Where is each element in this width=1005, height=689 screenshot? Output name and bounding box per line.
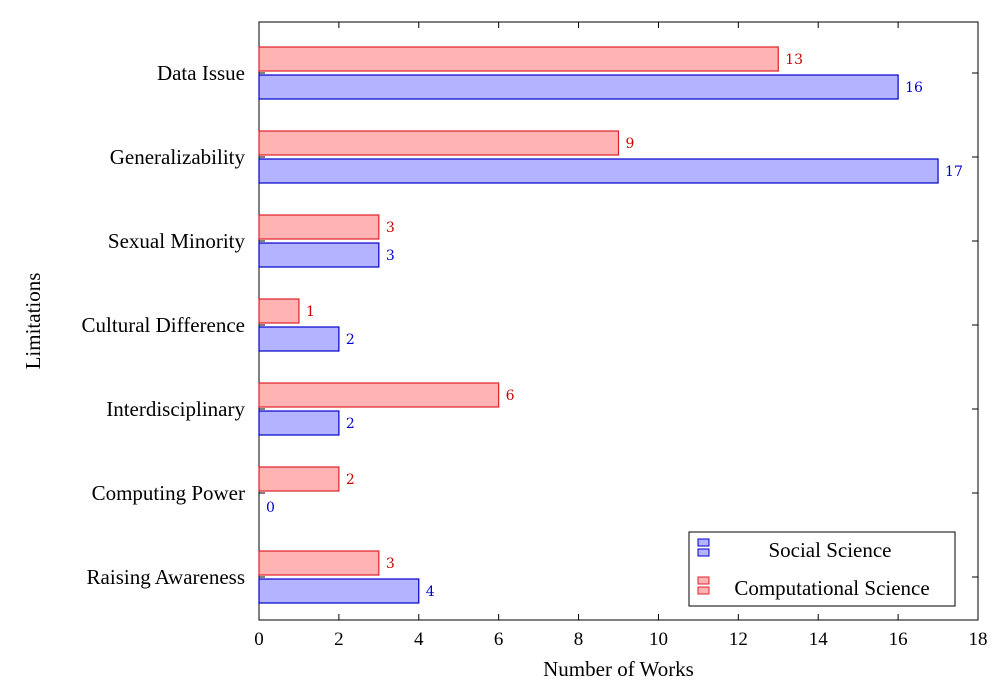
x-axis-title: Number of Works bbox=[543, 657, 694, 681]
y-tick-label-data-issue: Data Issue bbox=[157, 61, 245, 85]
x-tick-label-18: 18 bbox=[969, 629, 988, 650]
x-tick-label-12: 12 bbox=[729, 629, 748, 650]
y-tick-label-cultural-difference: Cultural Difference bbox=[82, 313, 245, 337]
data-label-computational-science-cultural-difference: 1 bbox=[306, 304, 315, 320]
x-tick-label-16: 16 bbox=[889, 629, 908, 650]
legend-label-social-science: Social Science bbox=[768, 538, 891, 562]
x-tick-label-6: 6 bbox=[494, 629, 504, 650]
data-label-computational-science-sexual-minority: 3 bbox=[386, 220, 395, 236]
y-tick-label-interdisciplinary: Interdisciplinary bbox=[106, 397, 245, 421]
bars-layer bbox=[258, 46, 939, 604]
bar-computational-science-raising-awareness bbox=[258, 550, 380, 576]
x-tick-label-0: 0 bbox=[254, 629, 264, 650]
bar-computational-science-sexual-minority bbox=[258, 214, 380, 240]
data-label-social-science-interdisciplinary: 2 bbox=[346, 416, 355, 432]
bar-computational-science-cultural-difference bbox=[258, 298, 300, 324]
x-axis: 0 2 4 6 8 10 12 14 16 18 bbox=[254, 22, 988, 650]
data-label-computational-science-computing-power: 2 bbox=[346, 472, 355, 488]
bar-social-science-cultural-difference bbox=[258, 326, 340, 352]
data-label-social-science-raising-awareness: 4 bbox=[426, 584, 435, 600]
y-axis-title: Limitations bbox=[21, 273, 45, 370]
y-tick-label-raising-awareness: Raising Awareness bbox=[87, 565, 245, 589]
bar-social-science-interdisciplinary bbox=[258, 410, 340, 436]
x-tick-label-8: 8 bbox=[574, 629, 584, 650]
x-tick-label-10: 10 bbox=[649, 629, 668, 650]
legend: Social Science Computational Science bbox=[688, 531, 956, 607]
y-axis: Data Issue Generalizability Sexual Minorit… bbox=[82, 61, 978, 589]
legend-swatch-computational-science-bottom bbox=[697, 586, 710, 595]
x-tick-label-2: 2 bbox=[334, 629, 344, 650]
data-label-social-science-sexual-minority: 3 bbox=[386, 248, 395, 264]
bar-social-science-data-issue bbox=[258, 74, 899, 100]
y-tick-label-computing-power: Computing Power bbox=[92, 481, 245, 505]
bar-social-science-raising-awareness bbox=[258, 578, 420, 604]
data-label-computational-science-data-issue: 13 bbox=[785, 52, 803, 68]
data-label-computational-science-interdisciplinary: 6 bbox=[506, 388, 515, 404]
bar-social-science-generalizability bbox=[258, 158, 939, 184]
bar-computational-science-interdisciplinary bbox=[258, 382, 500, 408]
y-tick-label-sexual-minority: Sexual Minority bbox=[108, 229, 246, 253]
plot-area-frame bbox=[258, 21, 979, 621]
data-labels-layer: 13 16 9 17 3 3 1 2 6 2 2 0 3 4 bbox=[266, 52, 963, 600]
bar-computational-science-data-issue bbox=[258, 46, 779, 72]
legend-box bbox=[688, 531, 956, 607]
bar-social-science-sexual-minority bbox=[258, 242, 380, 268]
legend-swatch-computational-science-top bbox=[697, 576, 710, 585]
x-tick-label-14: 14 bbox=[809, 629, 829, 650]
legend-label-computational-science: Computational Science bbox=[734, 576, 929, 600]
legend-swatch-social-science-top bbox=[697, 538, 710, 547]
legend-swatch-social-science-bottom bbox=[697, 548, 710, 557]
bar-computational-science-generalizability bbox=[258, 130, 620, 156]
data-label-social-science-data-issue: 16 bbox=[905, 80, 923, 96]
bar-computational-science-computing-power bbox=[258, 466, 340, 492]
data-label-social-science-generalizability: 17 bbox=[945, 164, 963, 180]
data-label-social-science-computing-power: 0 bbox=[266, 500, 275, 516]
y-tick-label-generalizability: Generalizability bbox=[110, 145, 246, 169]
x-tick-label-4: 4 bbox=[414, 629, 424, 650]
data-label-computational-science-generalizability: 9 bbox=[626, 136, 635, 152]
data-label-computational-science-raising-awareness: 3 bbox=[386, 556, 395, 572]
data-label-social-science-cultural-difference: 2 bbox=[346, 332, 355, 348]
